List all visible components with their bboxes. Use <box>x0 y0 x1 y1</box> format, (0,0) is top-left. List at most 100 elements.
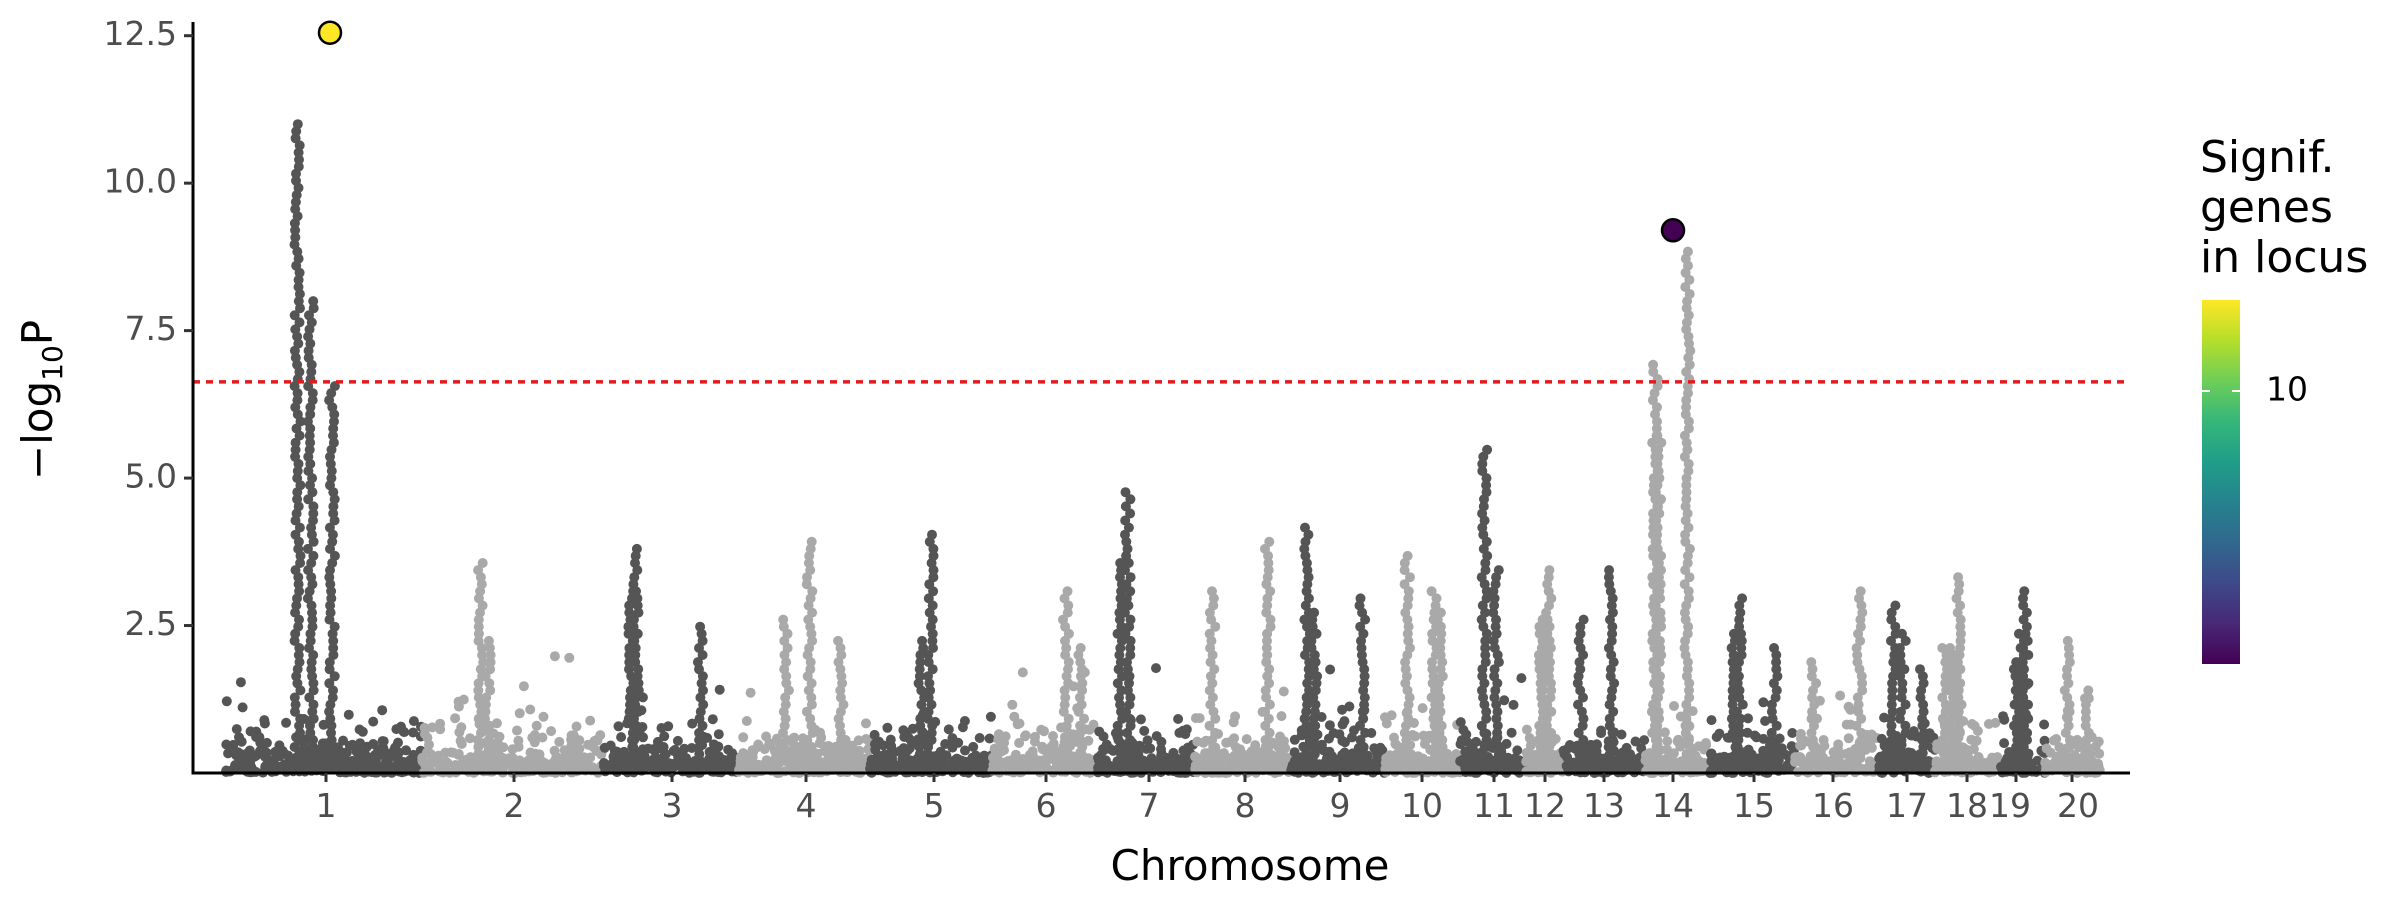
snp-point <box>1603 572 1614 583</box>
snp-point <box>1662 753 1672 764</box>
snp-point <box>968 741 979 752</box>
snp-point <box>996 741 1007 752</box>
snp-point <box>1436 628 1447 639</box>
snp-point <box>1050 745 1061 756</box>
snp-point <box>498 742 509 753</box>
snp-point <box>1437 749 1448 760</box>
snp-point <box>1856 735 1867 745</box>
snp-point <box>1682 628 1693 639</box>
snp-point <box>1771 742 1782 752</box>
snp-point <box>923 657 934 668</box>
snp-point <box>419 729 430 739</box>
snp-point <box>1290 755 1300 766</box>
snp-point <box>627 742 638 752</box>
snp-point <box>1554 761 1564 772</box>
snp-point <box>1955 643 1966 653</box>
highlighted-locus-chr14 <box>1660 218 1686 243</box>
snp-point <box>1536 692 1547 703</box>
snp-point <box>289 692 300 703</box>
snp-point <box>404 760 415 770</box>
snp-point <box>1648 359 1659 370</box>
snp-point <box>600 761 611 772</box>
snp-point <box>1125 614 1136 625</box>
snp-point <box>1727 699 1738 710</box>
chromosome-20-points <box>2040 635 2105 778</box>
snp-point <box>326 593 337 604</box>
snp-point <box>1896 628 1907 639</box>
snp-point <box>1403 593 1414 604</box>
snp-point <box>1975 756 1986 767</box>
x-tick-label: 12 <box>1524 786 1566 825</box>
snp-point <box>1063 713 1074 724</box>
snp-point <box>694 735 705 745</box>
snp-point <box>770 753 781 764</box>
snp-point <box>518 681 529 692</box>
snp-point <box>1481 480 1492 491</box>
snp-point <box>1325 664 1336 675</box>
snp-point <box>1017 667 1028 678</box>
snp-point <box>488 762 499 773</box>
snp-point <box>1309 607 1320 618</box>
snp-point <box>1900 720 1911 731</box>
snp-point <box>1204 628 1215 639</box>
snp-point <box>1481 742 1492 752</box>
snp-point <box>898 745 909 756</box>
snp-point <box>820 741 831 752</box>
snp-point <box>686 743 697 753</box>
snp-point <box>687 718 698 729</box>
snp-point <box>1713 753 1724 764</box>
snp-point <box>1887 685 1898 696</box>
snp-point <box>2064 706 2075 717</box>
snp-point <box>1903 762 1914 773</box>
legend-tick-label: 10 <box>2266 370 2308 409</box>
snp-point <box>1265 621 1276 632</box>
snp-point <box>2064 650 2075 660</box>
snp-point <box>421 747 432 758</box>
snp-point <box>624 664 634 675</box>
snp-point <box>1083 735 1094 746</box>
x-tick-label: 6 <box>1036 786 1057 825</box>
snp-point <box>1567 763 1578 774</box>
snp-point <box>1681 487 1692 498</box>
snp-point <box>1481 593 1492 604</box>
snp-point <box>259 715 270 726</box>
snp-point <box>465 733 475 744</box>
snp-point <box>1489 671 1500 682</box>
snp-point <box>1402 550 1413 561</box>
snp-point <box>1249 760 1260 771</box>
snp-point <box>1575 628 1586 639</box>
snp-point <box>1727 692 1738 703</box>
snp-point <box>513 741 524 752</box>
snp-point <box>424 739 434 750</box>
snp-point <box>401 745 411 756</box>
snp-point <box>1501 738 1512 749</box>
snp-point <box>1355 735 1366 745</box>
snp-point <box>928 550 939 561</box>
snp-point <box>261 737 272 748</box>
snp-point <box>1766 727 1777 738</box>
snp-point <box>1399 565 1410 576</box>
snp-point <box>1359 671 1370 682</box>
snp-point <box>854 745 865 756</box>
chromosome-1-points <box>221 119 427 778</box>
snp-point <box>1881 742 1892 753</box>
x-tick-label: 11 <box>1473 786 1515 825</box>
snp-point <box>882 722 893 733</box>
snp-point <box>1917 720 1928 731</box>
snp-point <box>1042 747 1053 758</box>
snp-point <box>1636 743 1647 754</box>
snp-point <box>613 721 624 732</box>
snp-point <box>1524 733 1535 743</box>
snp-point <box>453 701 464 712</box>
snp-point <box>549 651 560 662</box>
snp-point <box>1651 430 1662 441</box>
snp-point <box>294 735 305 745</box>
snp-point <box>915 720 926 731</box>
snp-point <box>440 747 451 758</box>
snp-point <box>1480 657 1491 668</box>
snp-point <box>462 754 472 765</box>
snp-point <box>739 749 750 759</box>
snp-point <box>1895 706 1906 717</box>
snp-point <box>1160 758 1171 769</box>
snp-point <box>1955 635 1966 646</box>
